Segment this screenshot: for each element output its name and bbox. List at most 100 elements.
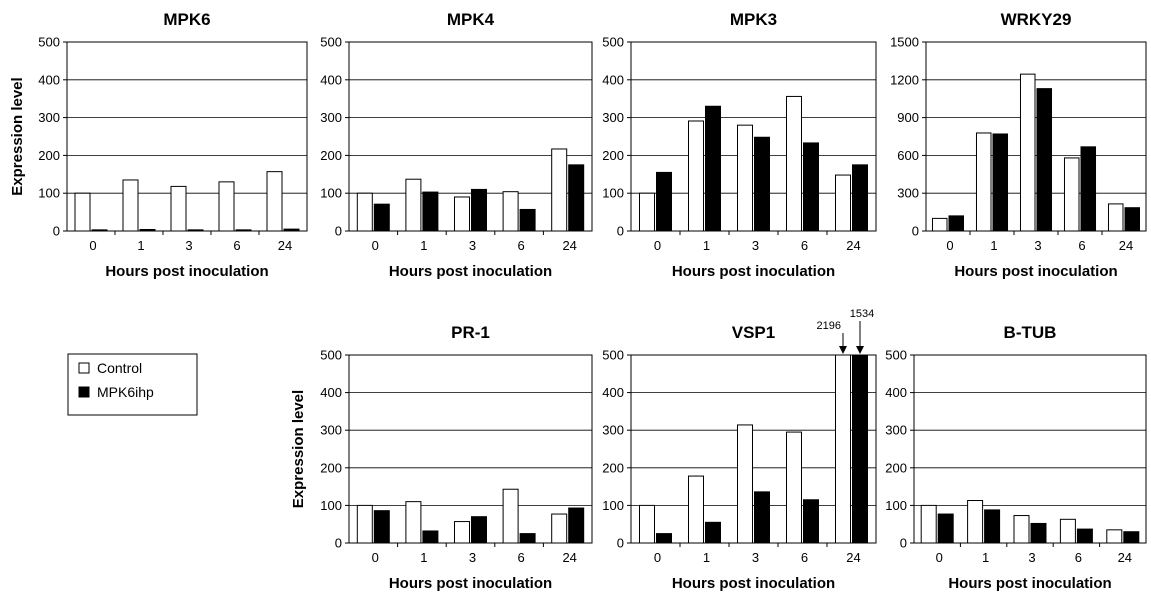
x-axis-label: Hours post inoculation bbox=[105, 263, 268, 280]
y-tick-label: 100 bbox=[320, 186, 342, 201]
y-tick-label: 0 bbox=[53, 224, 60, 239]
bar-control-0 bbox=[931, 217, 948, 232]
y-tick-label: 200 bbox=[320, 148, 342, 163]
chart-title: MPK6 bbox=[163, 10, 210, 29]
chart-panel-b-tub: B-TUB 0 100 200 300 400 500 0 1 3 6 24 Hours post in… bbox=[885, 323, 1147, 592]
x-tick-label: 1 bbox=[703, 238, 710, 253]
y-tick-label: 300 bbox=[897, 186, 919, 201]
y-tick-label: 0 bbox=[335, 536, 342, 551]
y-tick-label: 400 bbox=[38, 72, 60, 87]
bar-control-1 bbox=[967, 500, 984, 544]
x-tick-label: 24 bbox=[1119, 238, 1133, 253]
y-tick-label: 500 bbox=[320, 348, 342, 363]
x-tick-label: 6 bbox=[801, 550, 808, 565]
y-tick-label: 100 bbox=[885, 498, 907, 513]
bar-mpk6ihp-24 bbox=[568, 507, 585, 544]
bar-control-0 bbox=[356, 504, 373, 544]
y-tick-label: 1200 bbox=[890, 72, 919, 87]
bar-mpk6ihp-6 bbox=[519, 533, 536, 544]
legend-label: Control bbox=[97, 360, 142, 376]
bar-mpk6ihp-1 bbox=[705, 105, 721, 232]
y-tick-label: 400 bbox=[602, 385, 624, 400]
x-tick-label: 24 bbox=[562, 238, 576, 253]
x-tick-label: 1 bbox=[990, 238, 997, 253]
legend: Control MPK6ihp bbox=[67, 353, 198, 416]
bar-mpk6ihp-24 bbox=[852, 354, 868, 544]
y-tick-label: 300 bbox=[38, 110, 60, 125]
bar-mpk6ihp-24 bbox=[568, 164, 585, 232]
x-tick-label: 24 bbox=[846, 238, 860, 253]
bar-control-3 bbox=[1019, 73, 1036, 232]
x-axis-label: Hours post inoculation bbox=[389, 575, 552, 592]
y-tick-label: 200 bbox=[38, 148, 60, 163]
y-tick-label: 0 bbox=[900, 536, 907, 551]
y-tick-label: 500 bbox=[320, 35, 342, 50]
bar-control-24 bbox=[266, 171, 283, 232]
y-tick-label: 300 bbox=[602, 423, 624, 438]
y-axis-label: Expression level bbox=[9, 77, 26, 195]
x-tick-label: 0 bbox=[372, 550, 379, 565]
x-tick-label: 0 bbox=[372, 238, 379, 253]
y-tick-label: 400 bbox=[320, 385, 342, 400]
plot-area-frame bbox=[348, 41, 593, 232]
bar-control-6 bbox=[786, 95, 802, 232]
x-tick-label: 6 bbox=[233, 238, 240, 253]
bar-mpk6ihp-6 bbox=[803, 499, 819, 544]
x-tick-label: 3 bbox=[752, 238, 759, 253]
bar-control-3 bbox=[454, 196, 470, 232]
bar-control-3 bbox=[737, 124, 753, 232]
y-tick-label: 500 bbox=[38, 35, 60, 50]
x-tick-label: 3 bbox=[1034, 238, 1041, 253]
plot-area-frame bbox=[630, 41, 877, 232]
bar-mpk6ihp-3 bbox=[754, 136, 770, 232]
bar-mpk6ihp-1 bbox=[984, 509, 1001, 544]
y-tick-label: 200 bbox=[602, 148, 624, 163]
x-axis-label: Hours post inoculation bbox=[672, 263, 835, 280]
x-tick-label: 1 bbox=[420, 550, 427, 565]
bar-mpk6ihp-6 bbox=[235, 229, 252, 232]
bar-mpk6ihp-0 bbox=[373, 510, 390, 544]
bar-mpk6ihp-0 bbox=[373, 203, 390, 232]
annotation-label: 2196 bbox=[817, 320, 841, 332]
bar-mpk6ihp-24 bbox=[1124, 207, 1141, 232]
bar-control-0 bbox=[639, 192, 655, 232]
bar-control-24 bbox=[835, 354, 851, 544]
y-tick-label: 0 bbox=[335, 224, 342, 239]
bar-mpk6ihp-3 bbox=[471, 516, 487, 544]
y-tick-label: 500 bbox=[602, 348, 624, 363]
x-tick-label: 0 bbox=[936, 550, 943, 565]
x-axis-label: Hours post inoculation bbox=[954, 263, 1117, 280]
bar-mpk6ihp-3 bbox=[1036, 88, 1053, 232]
bar-mpk6ihp-1 bbox=[139, 228, 156, 232]
y-tick-label: 500 bbox=[885, 348, 907, 363]
bar-control-6 bbox=[502, 488, 519, 544]
plot-area-frame bbox=[913, 354, 1147, 544]
bar-control-0 bbox=[920, 504, 937, 544]
x-tick-label: 3 bbox=[469, 550, 476, 565]
bar-mpk6ihp-3 bbox=[471, 188, 487, 232]
x-tick-label: 1 bbox=[137, 238, 144, 253]
bar-control-3 bbox=[1013, 515, 1030, 544]
bar-control-6 bbox=[502, 191, 519, 232]
chart-panel-mpk6: MPK6 0 100 200 300 400 500 0 1 3 6 24 Hours post ino… bbox=[9, 10, 308, 280]
bar-control-6 bbox=[218, 181, 235, 232]
bar-mpk6ihp-24 bbox=[852, 164, 868, 232]
chart-panel-mpk3: MPK3 0 100 200 300 400 500 0 1 3 6 24 Hours post ino… bbox=[602, 10, 877, 280]
y-tick-label: 400 bbox=[320, 72, 342, 87]
chart-title: MPK3 bbox=[730, 10, 777, 29]
x-tick-label: 6 bbox=[517, 238, 524, 253]
y-tick-label: 200 bbox=[320, 460, 342, 475]
bar-mpk6ihp-3 bbox=[754, 491, 770, 544]
bar-control-0 bbox=[639, 504, 655, 544]
x-axis-label: Hours post inoculation bbox=[389, 263, 552, 280]
bar-mpk6ihp-6 bbox=[1080, 146, 1097, 232]
x-tick-label: 24 bbox=[1118, 550, 1132, 565]
y-tick-label: 600 bbox=[897, 148, 919, 163]
chart-title: B-TUB bbox=[1004, 323, 1057, 342]
plot-area-frame bbox=[348, 354, 593, 544]
y-tick-label: 100 bbox=[602, 186, 624, 201]
x-tick-label: 6 bbox=[1078, 238, 1085, 253]
bar-mpk6ihp-0 bbox=[656, 533, 672, 544]
y-tick-label: 200 bbox=[885, 460, 907, 475]
